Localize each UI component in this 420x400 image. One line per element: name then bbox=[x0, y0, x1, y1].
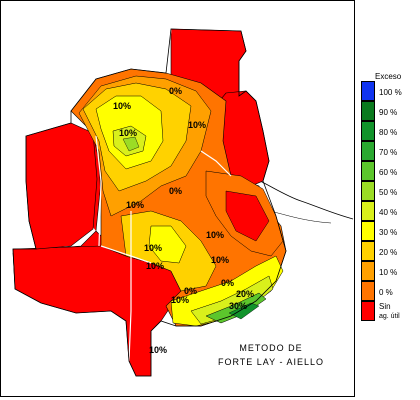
legend-label: 70 % bbox=[379, 148, 398, 157]
legend-label: 100 % bbox=[379, 88, 402, 97]
legend-item: 0 % bbox=[361, 281, 420, 301]
legend-swatch bbox=[361, 181, 375, 201]
legend-item: 60 % bbox=[361, 161, 420, 181]
contour-label: 30% bbox=[229, 301, 247, 311]
contour-label: 10% bbox=[211, 255, 229, 265]
legend-label: 10 % bbox=[379, 268, 398, 277]
region-coast-80pct bbox=[228, 302, 260, 320]
contour-label: 10% bbox=[146, 261, 164, 271]
contour-label: 10% bbox=[206, 230, 224, 240]
caption-line-2: FORTE LAY - AIELLO bbox=[217, 357, 325, 367]
contour-label: 10% bbox=[113, 101, 131, 111]
region-far-west-red bbox=[25, 122, 98, 250]
contour-label: 10% bbox=[171, 295, 189, 305]
legend-swatch bbox=[361, 221, 375, 241]
legend-label: 50 % bbox=[379, 188, 398, 197]
map-frame: 0% 10% 10% 10% 0% 10% 10% 10% 10% 0% 10%… bbox=[0, 0, 355, 397]
legend-item: 20 % bbox=[361, 241, 420, 261]
contour-label: 0% bbox=[184, 286, 197, 296]
contour-label: 10% bbox=[149, 345, 167, 355]
legend-item: 50 % bbox=[361, 181, 420, 201]
contour-label: 10% bbox=[144, 243, 162, 253]
legend-label: 0 % bbox=[379, 288, 393, 297]
legend-rows: 100 % 90 % 80 % 70 % 60 % 50 % 40 % 30 % 20 % 10 … bbox=[361, 81, 420, 321]
legend-item: 90 % bbox=[361, 101, 420, 121]
method-caption: METODO DE FORTE LAY - AIELLO bbox=[211, 341, 331, 369]
water-excess-map: 0% 10% 10% 10% 0% 10% 10% 10% 10% 0% 10%… bbox=[12, 28, 354, 377]
legend-label: 20 % bbox=[379, 248, 398, 257]
legend-item: 70 % bbox=[361, 141, 420, 161]
legend-label-secondary: ag. útil bbox=[379, 313, 400, 320]
legend-label: 60 % bbox=[379, 168, 398, 177]
legend-label: 80 % bbox=[379, 128, 398, 137]
contour-label: 0% bbox=[221, 278, 234, 288]
legend-label: Sin bbox=[379, 302, 391, 311]
legend-swatch bbox=[361, 101, 375, 121]
province-boundary bbox=[95, 28, 232, 362]
legend-swatch bbox=[361, 161, 375, 181]
legend-swatch bbox=[361, 281, 375, 301]
legend: Exceso 100 % 90 % 80 % 70 % 60 % 50 % 40 % 30 %… bbox=[361, 73, 420, 321]
legend-label: 90 % bbox=[379, 108, 398, 117]
caption-line-1: METODO DE bbox=[239, 343, 303, 353]
legend-title: Exceso bbox=[375, 72, 402, 81]
legend-item: 40 % bbox=[361, 201, 420, 221]
legend-swatch bbox=[361, 261, 375, 281]
legend-item: 100 % bbox=[361, 81, 420, 101]
legend-item: 10 % bbox=[361, 261, 420, 281]
legend-swatch bbox=[361, 141, 375, 161]
region-coast-40pct bbox=[190, 275, 274, 325]
region-coast-60pct bbox=[205, 292, 267, 324]
coastline bbox=[255, 178, 354, 220]
contour-label: 20% bbox=[236, 289, 254, 299]
region-50pct bbox=[122, 136, 140, 152]
contour-label: 0% bbox=[169, 86, 182, 96]
legend-swatch bbox=[361, 201, 375, 221]
map-outline bbox=[12, 28, 287, 377]
contour-label: 0% bbox=[169, 186, 182, 196]
region-south-30pct bbox=[148, 225, 187, 264]
legend-swatch bbox=[361, 241, 375, 261]
legend-item: 80 % bbox=[361, 121, 420, 141]
legend-label: 40 % bbox=[379, 208, 398, 217]
coastline-secondary bbox=[268, 210, 332, 224]
legend-swatch bbox=[361, 301, 375, 321]
contour-label: 10% bbox=[119, 128, 137, 138]
legend-label: 30 % bbox=[379, 228, 398, 237]
contour-label: 10% bbox=[188, 120, 206, 130]
contour-label: 10% bbox=[126, 200, 144, 210]
legend-item: Sin ag. útil bbox=[361, 301, 420, 321]
legend-swatch bbox=[361, 121, 375, 141]
legend-item: 30 % bbox=[361, 221, 420, 241]
legend-swatch bbox=[361, 81, 375, 101]
region-east-red-patch bbox=[225, 190, 270, 242]
